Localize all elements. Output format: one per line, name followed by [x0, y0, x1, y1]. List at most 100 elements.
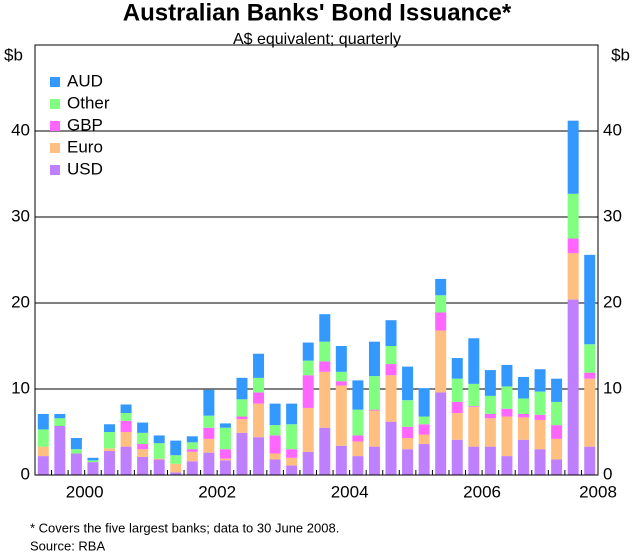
bar-segment — [385, 421, 397, 475]
y2-tick-label: 20 — [603, 292, 622, 311]
bar-segment — [368, 341, 380, 377]
bar-segment — [451, 378, 463, 402]
legend-swatch — [50, 99, 60, 109]
bar-segment — [418, 388, 430, 417]
bar-segment — [137, 422, 149, 433]
bar-segment — [253, 392, 265, 404]
bar-segment — [253, 353, 265, 378]
bar-segment — [551, 401, 563, 426]
bar-segment — [269, 453, 281, 460]
y-tick-label: 40 — [11, 120, 30, 139]
chart-subtitle: A$ equivalent; quarterly — [233, 31, 401, 48]
bar-segment — [584, 344, 596, 373]
bar-segment — [352, 456, 364, 475]
bar-segment — [352, 380, 364, 410]
bar-segment — [203, 415, 215, 428]
bar-segment — [368, 410, 380, 447]
bar-segment — [402, 400, 414, 427]
bar-segment — [153, 443, 165, 459]
bar-segment — [335, 385, 347, 446]
bar-segment — [335, 445, 347, 475]
bar-segment — [517, 417, 529, 440]
bar-segment — [551, 459, 563, 475]
bar-segment — [584, 446, 596, 475]
bar-segment — [37, 429, 49, 447]
bar-segment — [567, 193, 579, 239]
legend-swatch — [50, 77, 60, 87]
bar-segment — [120, 446, 132, 475]
bar-segment — [418, 444, 430, 475]
bar-segment — [319, 371, 331, 428]
bar-segment — [302, 451, 314, 475]
bar-segment — [534, 419, 546, 450]
bar-segment — [269, 403, 281, 426]
bar-segment — [236, 419, 248, 433]
bar-segment — [335, 381, 347, 386]
legend-label: Other — [67, 93, 110, 112]
bar-segment — [435, 312, 447, 331]
footnote: * Covers the five largest banks; data to… — [30, 520, 339, 535]
bar-segment — [70, 453, 82, 475]
bar-segment — [170, 440, 182, 456]
bar-segment — [54, 418, 66, 426]
bar-segment — [584, 372, 596, 379]
bar-segment — [551, 378, 563, 402]
bar-segment — [186, 442, 198, 450]
bar-segment — [219, 427, 231, 450]
bar-segment — [37, 413, 49, 430]
bar-segment — [534, 449, 546, 475]
bar-segment — [269, 459, 281, 475]
x-tick-label: 2004 — [331, 482, 369, 501]
bar-segment — [335, 346, 347, 372]
bar-segment — [120, 420, 132, 432]
bar-segment — [319, 314, 331, 342]
bar-segment — [186, 461, 198, 475]
bar-segment — [153, 435, 165, 444]
bar-segment — [203, 389, 215, 416]
chart-title: Australian Banks' Bond Issuance* — [123, 0, 512, 26]
bar-segment — [435, 278, 447, 296]
bar-segment — [385, 346, 397, 365]
bar-segment — [368, 376, 380, 410]
legend-label: AUD — [67, 71, 103, 90]
bar-segment — [418, 416, 430, 425]
bar-segment — [253, 437, 265, 475]
bar-segment — [352, 435, 364, 442]
bar-segment — [70, 449, 82, 454]
bar-segment — [37, 456, 49, 475]
bar-segment — [551, 425, 563, 439]
bar-segment — [534, 414, 546, 420]
bar-segment — [203, 452, 215, 475]
bar-segment — [517, 398, 529, 414]
bar-segment — [219, 460, 231, 475]
legend-swatch — [50, 143, 60, 153]
bar-segment — [120, 404, 132, 414]
bar-segment — [286, 403, 298, 425]
bar-segment — [153, 459, 165, 475]
bar-segment — [468, 446, 480, 475]
bar-segment — [435, 330, 447, 393]
bar-segment — [319, 427, 331, 475]
bar-segment — [368, 409, 380, 411]
bar-segment — [385, 320, 397, 346]
bar-segment — [451, 413, 463, 440]
bar-segment — [186, 449, 198, 452]
bar-segment — [534, 369, 546, 392]
bar-segment — [269, 435, 281, 454]
bar-segment — [451, 358, 463, 379]
bar-segment — [186, 436, 198, 443]
y-axis-label: $b — [4, 45, 23, 64]
bar-segment — [584, 254, 596, 345]
bar-segment — [87, 457, 99, 461]
bar-segment — [402, 449, 414, 475]
y-tick-label: 20 — [11, 292, 30, 311]
bar-segment — [37, 446, 49, 457]
bar-segment — [219, 458, 231, 461]
bar-segment — [468, 383, 480, 407]
bar-segment — [170, 463, 182, 473]
bar-segment — [418, 424, 430, 435]
bar-segment — [484, 413, 496, 419]
x-tick-label: 2008 — [579, 482, 617, 501]
bar-segment — [567, 120, 579, 194]
